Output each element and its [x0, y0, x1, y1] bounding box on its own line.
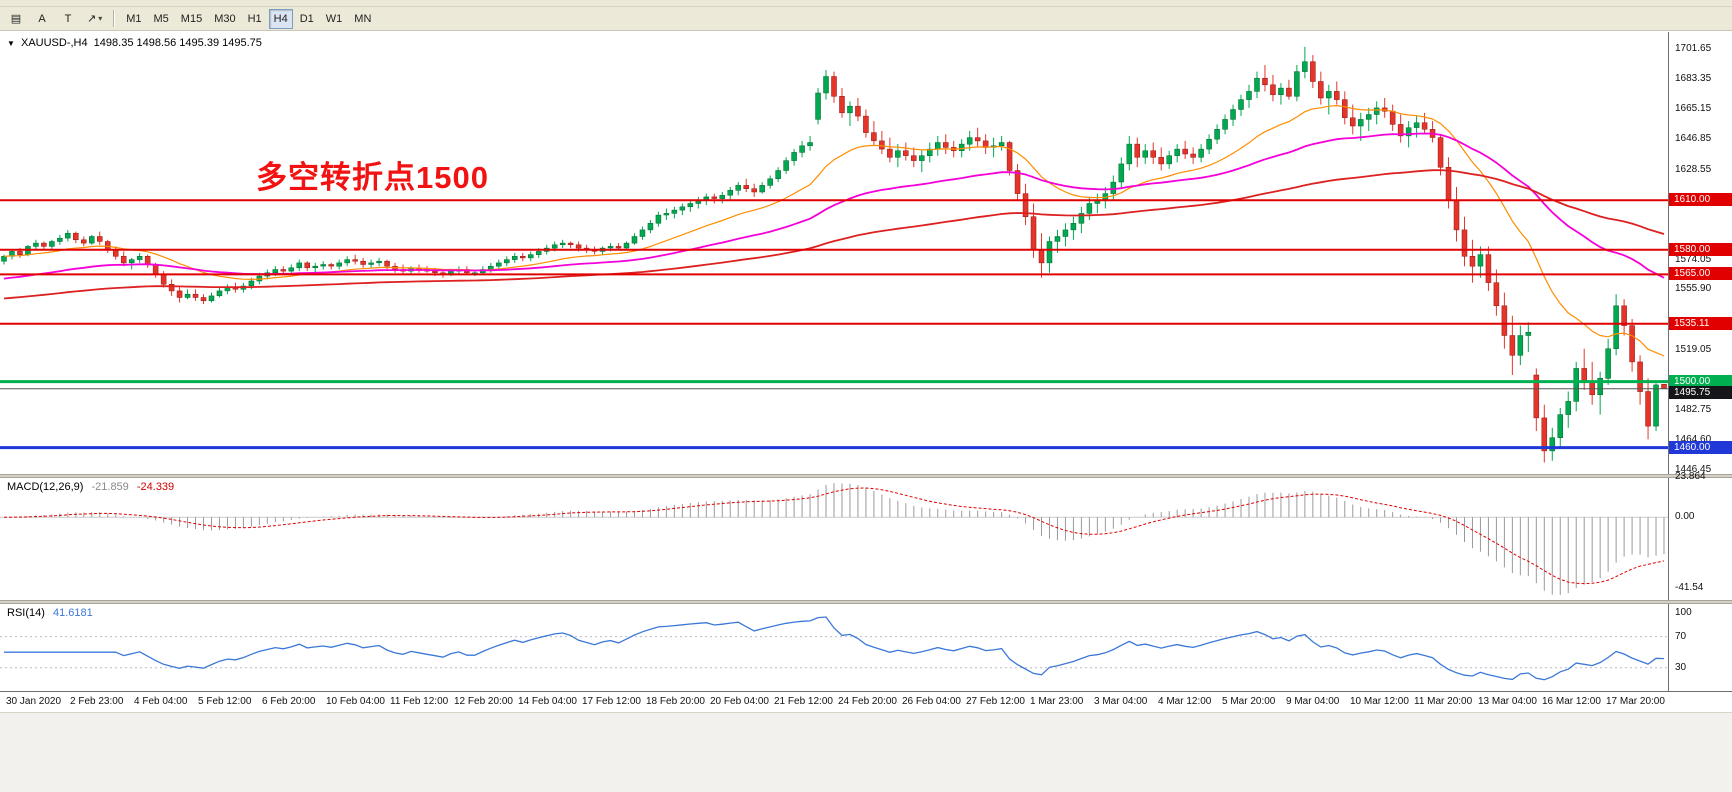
time-label: 17 Feb 12:00: [582, 696, 641, 707]
time-label: 30 Jan 2020: [6, 696, 62, 707]
ohlc-values: 1498.35 1498.56 1495.39 1495.75: [93, 37, 262, 49]
timeframe-button-mn[interactable]: MN: [354, 12, 372, 25]
time-label: 21 Feb 12:00: [774, 696, 833, 707]
time-label: 2 Feb 23:00: [70, 696, 124, 707]
time-label: 6 Feb 20:00: [262, 696, 316, 707]
price-tick: 1628.55: [1675, 163, 1712, 175]
macd-tick: 23.864: [1675, 470, 1706, 482]
time-label: 14 Feb 04:00: [518, 696, 577, 707]
time-label: 4 Mar 12:00: [1158, 696, 1212, 707]
macd-label: MACD(12,26,9) -21.859 -24.339: [7, 481, 179, 493]
rsi-pane: RSI(14) 41.6181 100 70 30: [0, 604, 1732, 691]
price-line-badge: 1535.11: [1669, 316, 1732, 330]
window-top-strip: [0, 0, 1732, 7]
time-label: 12 Feb 20:00: [454, 696, 513, 707]
price-tick: 1519.05: [1675, 344, 1712, 356]
time-label: 10 Feb 04:00: [326, 696, 385, 707]
price-tick: 1683.35: [1675, 73, 1712, 85]
timeframe-button-m1[interactable]: M1: [126, 12, 142, 25]
time-label: 13 Mar 04:00: [1478, 696, 1537, 707]
price-line-badge: 1460.00: [1669, 440, 1732, 454]
rsi-tick: 70: [1675, 630, 1687, 642]
time-label: 11 Mar 20:00: [1414, 696, 1473, 707]
tool-button-text-tool[interactable]: T: [64, 12, 72, 25]
price-line-badge: 1565.00: [1669, 267, 1732, 281]
tool-button-arrow-objects[interactable]: ↗ ▾: [87, 13, 103, 25]
time-label: 17 Mar 20:00: [1606, 696, 1665, 707]
time-label: 5 Mar 20:00: [1222, 696, 1276, 707]
chart-annotation-text[interactable]: 多空转折点1500: [256, 160, 489, 195]
time-label: 20 Feb 04:00: [710, 696, 769, 707]
time-label: 26 Feb 04:00: [902, 696, 961, 707]
time-label: 27 Feb 12:00: [966, 696, 1025, 707]
macd-axis[interactable]: 23.864 0.00 -41.54: [1668, 471, 1732, 600]
macd-main-value: -21.859: [91, 481, 129, 493]
macd-tick: -41.54: [1675, 582, 1704, 594]
price-line-badge: 1610.00: [1669, 193, 1732, 207]
rsi-indicator[interactable]: [0, 604, 1668, 691]
rsi-name: RSI(14): [7, 607, 45, 619]
time-label: 16 Mar 12:00: [1542, 696, 1601, 707]
time-label: 11 Feb 12:00: [390, 696, 449, 707]
one-click-trading-arrow[interactable]: ▼: [7, 39, 15, 48]
time-label: 10 Mar 12:00: [1350, 696, 1409, 707]
candlestick-chart[interactable]: [0, 32, 1668, 474]
tool-button-chart-tools[interactable]: ▤: [10, 13, 22, 25]
price-tick: 1555.90: [1675, 283, 1712, 295]
price-tick: 1701.65: [1675, 43, 1712, 55]
pane-separator[interactable]: [0, 474, 1732, 478]
price-tick: 1665.15: [1675, 103, 1712, 115]
macd-pane: MACD(12,26,9) -21.859 -24.339 23.864 0.00…: [0, 471, 1732, 600]
price-tick: 1446.45: [1675, 463, 1712, 475]
symbol-period-label: XAUUSD-,H4: [20, 37, 88, 49]
time-label: 24 Feb 20:00: [838, 696, 897, 707]
timeframe-button-d1[interactable]: D1: [299, 12, 314, 25]
time-label: 18 Feb 20:00: [646, 696, 705, 707]
time-label: 9 Mar 04:00: [1286, 696, 1340, 707]
chart-toolbar: ▤ A T ↗ ▾ M1 M5 M15 M30 H1 H4 D1 W1 MN: [0, 7, 1732, 31]
time-axis[interactable]: 30 Jan 2020 2 Feb 23:00 4 Feb 04:00 5 Feb 1…: [0, 691, 1732, 712]
rsi-axis[interactable]: 100 70 30: [1668, 604, 1732, 691]
current-price-badge: 1495.75: [1669, 385, 1732, 399]
dropdown-caret-icon: ▾: [98, 14, 103, 23]
rsi-label: RSI(14) 41.6181: [7, 607, 98, 619]
price-tick: 1482.75: [1675, 404, 1712, 416]
macd-signal-value: -24.339: [136, 481, 175, 493]
rsi-value: 41.6181: [52, 607, 93, 619]
timeframe-button-h4[interactable]: H4: [268, 8, 293, 29]
pane-separator[interactable]: [0, 600, 1732, 604]
timeframe-button-h1[interactable]: H1: [247, 12, 262, 25]
bottom-margin: [0, 712, 1732, 792]
price-line-badge: 1580.00: [1669, 242, 1732, 256]
price-tick: 1646.85: [1675, 133, 1712, 145]
macd-name: MACD(12,26,9): [7, 481, 84, 493]
price-line-badge: 1500.00: [1669, 374, 1732, 388]
timeframe-button-m15[interactable]: M15: [180, 12, 203, 25]
price-tick: 1464.60: [1675, 434, 1712, 446]
time-label: 3 Mar 04:00: [1094, 696, 1148, 707]
chart-title: ▼ XAUUSD-,H4 1498.35 1498.56 1495.39 149…: [7, 37, 265, 49]
price-tick: 1574.05: [1675, 253, 1712, 265]
macd-tick: 0.00: [1675, 511, 1695, 523]
macd-indicator[interactable]: [0, 478, 1668, 600]
timeframe-button-m5[interactable]: M5: [153, 12, 169, 25]
toolbar-separator: [113, 10, 116, 27]
tool-button-arrow-label[interactable]: A: [38, 12, 46, 25]
rsi-tick: 30: [1675, 661, 1687, 673]
rsi-tick: 100: [1675, 607, 1692, 619]
timeframe-button-m30[interactable]: M30: [214, 12, 236, 25]
time-label: 1 Mar 23:00: [1030, 696, 1084, 707]
main-chart-pane: ▼ XAUUSD-,H4 1498.35 1498.56 1495.39 149…: [0, 32, 1732, 475]
time-label: 5 Feb 12:00: [198, 696, 252, 707]
timeframe-button-w1[interactable]: W1: [325, 12, 343, 25]
time-label: 4 Feb 04:00: [134, 696, 188, 707]
price-axis[interactable]: 1701.65 1683.35 1665.15 1646.85 1628.55 1574.…: [1668, 32, 1732, 475]
